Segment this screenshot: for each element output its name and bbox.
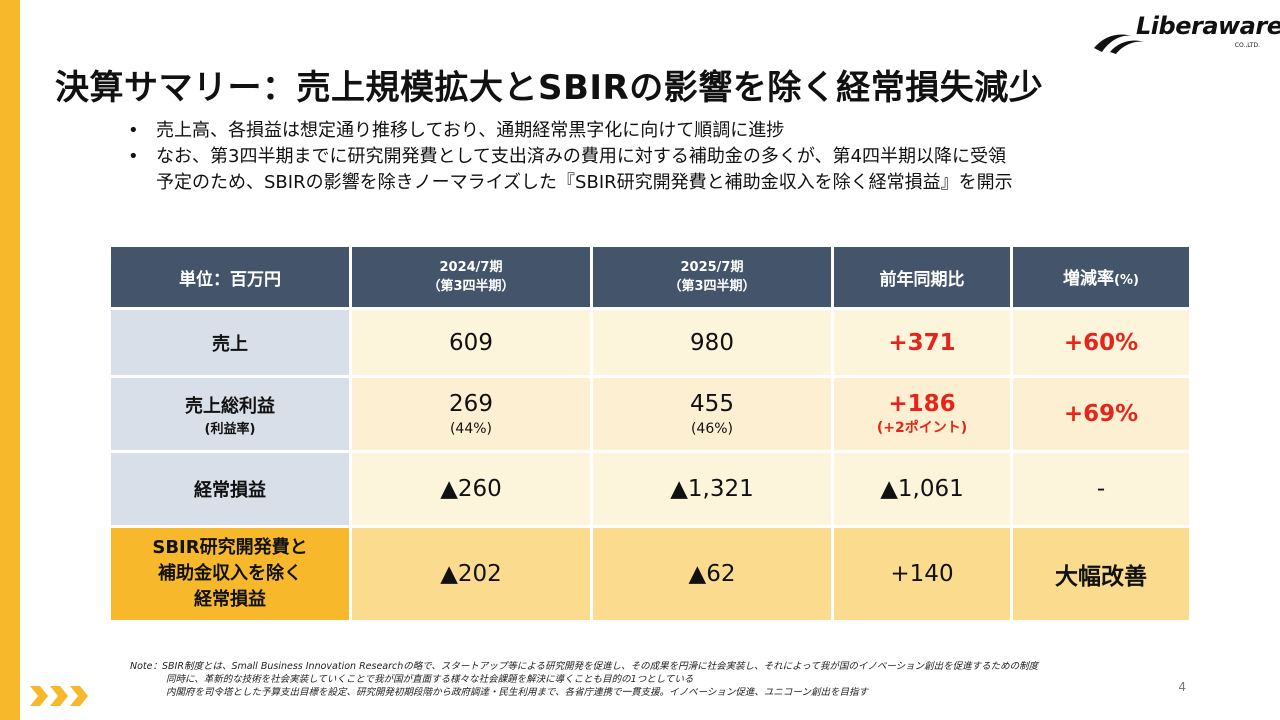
sbir-label-line2: 補助金収入を除く (158, 563, 302, 584)
gross-fy2025-margin: (46%) (690, 421, 734, 437)
table-row-gross-profit: 売上総利益 (利益率) 269 (44%) 455 (46%) +186 (+2… (111, 378, 1189, 450)
header-fy2024: 2024/7期 （第3四半期） (352, 247, 590, 307)
cell-ordinary-rate: - (1013, 453, 1189, 525)
sbir-label-line1: SBIR研究開発費と (152, 537, 308, 558)
sbir-label-line3: 経常損益 (194, 589, 266, 610)
cell-gross-rate: +69% (1013, 378, 1189, 450)
header-fy2025: 2025/7期 （第3四半期） (593, 247, 831, 307)
table-row-sbir: SBIR研究開発費と 補助金収入を除く 経常損益 ▲202 ▲62 +140 大… (111, 528, 1189, 620)
header-fy2024-label: 2024/7期 (439, 260, 503, 275)
cell-ordinary-yoy: ▲1,061 (834, 453, 1010, 525)
cell-sbir-yoy: +140 (834, 528, 1010, 620)
header-rate: 増減率(%) (1013, 247, 1189, 307)
row-label-sbir: SBIR研究開発費と 補助金収入を除く 経常損益 (111, 528, 349, 620)
cell-sales-fy2024: 609 (352, 310, 590, 375)
gross-margin-label: (利益率) (204, 421, 256, 437)
table-row-sales: 売上 609 980 +371 +60% (111, 310, 1189, 375)
logo-subtext: CO.,LTD. (1234, 42, 1260, 49)
cell-sbir-rate: 大幅改善 (1013, 528, 1189, 620)
header-rate-label: 増減率 (1063, 269, 1115, 289)
bullet-item: 売上高、各損益は想定通り推移しており、通期経常黒字化に向けて順調に進捗 (128, 118, 1228, 144)
header-fy2025-sub: （第3四半期） (668, 279, 756, 294)
company-logo: Liberaware CO.,LTD. (1092, 10, 1280, 58)
page-title: 決算サマリー：売上規模拡大とSBIRの影響を除く経常損失減少 (55, 68, 1044, 108)
cell-gross-yoy: +186 (+2ポイント) (834, 378, 1010, 450)
footnote-line: 同時に、革新的な技術を社会実装していくことで我が国が直面する様々な社会課題を解決… (166, 674, 694, 685)
footnote-line: Note：SBIR制度とは、Small Business Innovation … (130, 661, 1039, 672)
header-fy2025-label: 2025/7期 (680, 260, 744, 275)
cell-gross-fy2024: 269 (44%) (352, 378, 590, 450)
gross-fy2024-value: 269 (449, 391, 493, 417)
gross-yoy-points: (+2ポイント) (876, 420, 968, 436)
bullet-list: 売上高、各損益は想定通り推移しており、通期経常黒字化に向けて順調に進捗 なお、第… (128, 118, 1228, 196)
row-label-ordinary: 経常損益 (111, 453, 349, 525)
row-label-sales: 売上 (111, 310, 349, 375)
cell-sales-fy2025: 980 (593, 310, 831, 375)
footnote-line: 内閣府を司令塔とした予算支出目標を設定、研究開発初期段階から政府調達・民生利用ま… (166, 687, 868, 698)
cell-gross-fy2025: 455 (46%) (593, 378, 831, 450)
cell-ordinary-fy2024: ▲260 (352, 453, 590, 525)
row-label-gross-profit: 売上総利益 (利益率) (111, 378, 349, 450)
bullet-item: なお、第3四半期までに研究開発費として支出済みの費用に対する補助金の多くが、第4… (128, 144, 1228, 170)
footnotes: Note：SBIR制度とは、Small Business Innovation … (130, 660, 1038, 699)
left-accent-bar (0, 0, 20, 720)
gross-profit-label: 売上総利益 (185, 395, 275, 417)
page-number: 4 (1178, 680, 1186, 694)
cell-ordinary-fy2025: ▲1,321 (593, 453, 831, 525)
table-header-row: 単位：百万円 2024/7期 （第3四半期） 2025/7期 （第3四半期） 前… (111, 247, 1189, 307)
gross-fy2024-margin: (44%) (449, 421, 493, 437)
header-rate-unit: (%) (1114, 273, 1139, 288)
header-yoy: 前年同期比 (834, 247, 1010, 307)
chevrons-icon (30, 686, 88, 706)
cell-sales-yoy: +371 (834, 310, 1010, 375)
table-row-ordinary: 経常損益 ▲260 ▲1,321 ▲1,061 - (111, 453, 1189, 525)
logo-swoosh-icon (1094, 34, 1144, 54)
cell-sbir-fy2024: ▲202 (352, 528, 590, 620)
logo-wordmark: Liberaware (1136, 12, 1280, 40)
gross-fy2025-value: 455 (690, 391, 734, 417)
gross-yoy-value: +186 (888, 391, 956, 417)
header-unit: 単位：百万円 (111, 247, 349, 307)
header-fy2024-sub: （第3四半期） (427, 279, 515, 294)
bullet-item-continued: 予定のため、SBIRの影響を除きノーマライズした『SBIR研究開発費と補助金収入… (156, 172, 1013, 193)
cell-sales-rate: +60% (1013, 310, 1189, 375)
financial-summary-table: 単位：百万円 2024/7期 （第3四半期） 2025/7期 （第3四半期） 前… (108, 244, 1192, 623)
cell-sbir-fy2025: ▲62 (593, 528, 831, 620)
